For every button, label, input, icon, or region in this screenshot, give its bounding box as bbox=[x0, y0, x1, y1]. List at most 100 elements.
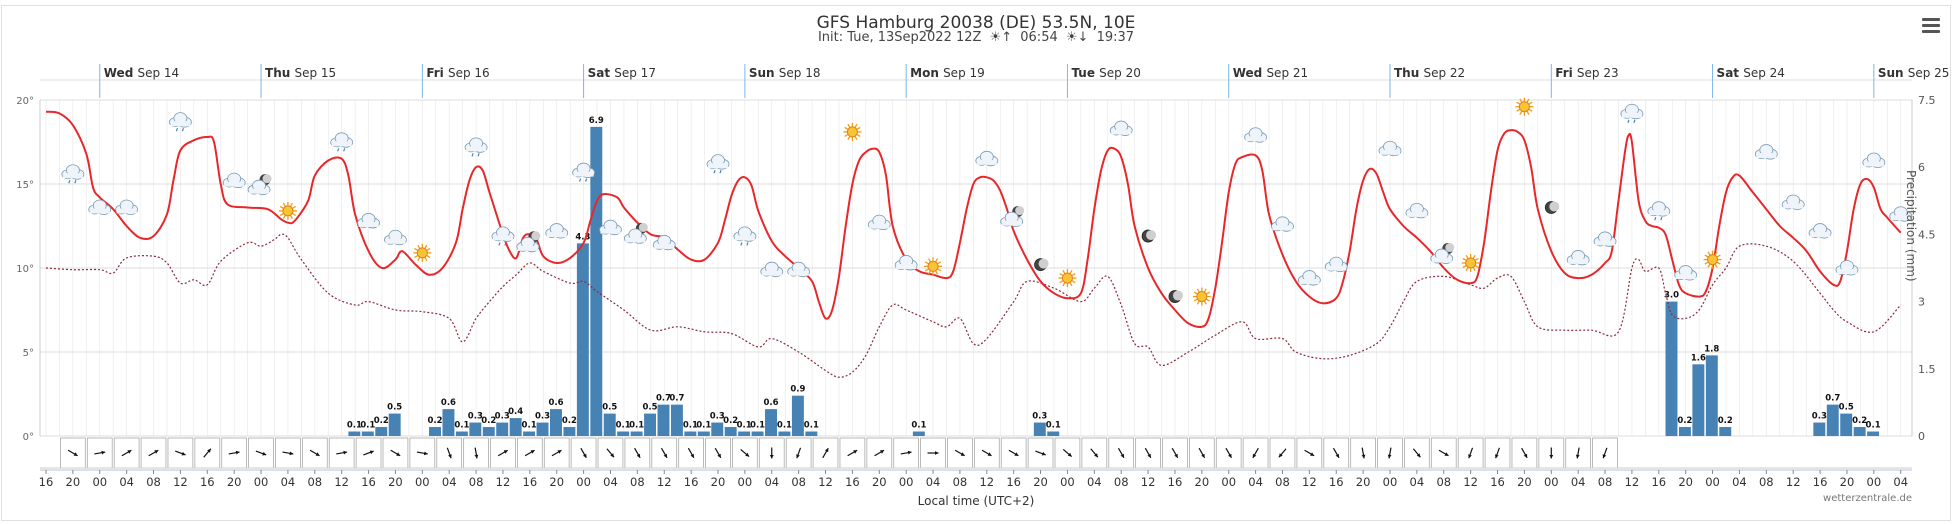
chart-menu-button[interactable] bbox=[1922, 18, 1940, 33]
precip-label: 0.2 bbox=[1677, 416, 1692, 426]
precip-label: 0.2 bbox=[481, 416, 496, 426]
wind-arrow-head bbox=[1067, 452, 1072, 457]
day-label: Mon Sep 19 bbox=[910, 66, 985, 80]
sun-ray bbox=[1519, 98, 1523, 103]
cloud-base bbox=[1001, 220, 1022, 226]
wind-arrow-head bbox=[343, 450, 348, 455]
cloud-base bbox=[708, 163, 728, 169]
day-label-date: Sep 25 bbox=[1908, 66, 1950, 80]
sun-ray bbox=[927, 258, 932, 263]
cloud-icon bbox=[1889, 206, 1913, 222]
y-tick-label: 20° bbox=[16, 96, 34, 107]
wind-arrow-head bbox=[1523, 453, 1528, 458]
rain-drop bbox=[746, 242, 749, 246]
cloud-icon bbox=[357, 213, 380, 229]
cloud-base bbox=[1836, 269, 1857, 274]
sun-ray bbox=[1707, 263, 1711, 268]
cloud-icon bbox=[599, 219, 622, 236]
sun-ray bbox=[1193, 291, 1198, 295]
x-tick-label: 00 bbox=[1867, 475, 1882, 489]
moon-shade bbox=[1172, 290, 1183, 301]
sun-disc bbox=[282, 205, 294, 217]
precip-label: 0.1 bbox=[911, 421, 926, 431]
x-tick-label: 20 bbox=[549, 475, 564, 489]
wind-arrow-head bbox=[1041, 451, 1046, 456]
precip-bar bbox=[1705, 355, 1718, 436]
sun-ray bbox=[1704, 261, 1709, 265]
day-label-date: Sep 24 bbox=[1743, 66, 1785, 80]
precip-bar bbox=[1033, 422, 1046, 436]
x-tick-label: 04 bbox=[119, 475, 134, 489]
sun-ray bbox=[1069, 282, 1073, 287]
sun-ray bbox=[417, 244, 421, 249]
wind-arrow-head bbox=[769, 455, 774, 459]
rain-cloud-icon bbox=[61, 164, 85, 184]
wind-arrow-head bbox=[610, 453, 614, 458]
precip-bar bbox=[912, 431, 925, 436]
sun-icon bbox=[1058, 269, 1077, 288]
day-label-date: Sep 23 bbox=[1577, 66, 1619, 80]
precip-label: 0.1 bbox=[629, 421, 644, 431]
cloud-base bbox=[625, 237, 646, 243]
x-tick-label: 04 bbox=[1571, 475, 1586, 489]
credit-label: wetterzentrale.de bbox=[1823, 493, 1912, 504]
sun-disc bbox=[1707, 254, 1719, 266]
x-tick-label: 04 bbox=[603, 475, 618, 489]
sunset-time: 19:37 bbox=[1096, 30, 1135, 45]
precip-label: 1.6 bbox=[1691, 353, 1706, 363]
rain-drop bbox=[68, 180, 71, 184]
cloud-base bbox=[1890, 215, 1911, 221]
precip-bar bbox=[805, 431, 818, 436]
x-tick-label: 00 bbox=[1544, 475, 1559, 489]
cloud-base bbox=[517, 245, 538, 251]
wind-arrow-head bbox=[1444, 452, 1449, 456]
cloud-icon bbox=[867, 214, 891, 231]
y-right-tick-label: 4.5 bbox=[1918, 228, 1936, 241]
precip-bar bbox=[670, 404, 683, 436]
sun-icon bbox=[1461, 253, 1480, 272]
x-tick-label: 12 bbox=[1302, 475, 1317, 489]
rain-drop bbox=[477, 153, 480, 157]
wind-arrow-head bbox=[987, 452, 992, 456]
cloud-base bbox=[1756, 153, 1777, 159]
cloud-base bbox=[466, 146, 487, 152]
precip-bar bbox=[684, 431, 697, 436]
sun-disc bbox=[1061, 272, 1073, 284]
precip-label: 0.3 bbox=[468, 412, 483, 422]
day-label: Wed Sep 21 bbox=[1233, 66, 1308, 80]
day-label: Sat Sep 17 bbox=[588, 66, 656, 80]
precip-bar bbox=[1826, 404, 1839, 436]
precip-bar bbox=[550, 409, 562, 436]
wind-arrow-head bbox=[745, 452, 750, 457]
sun-ray bbox=[282, 214, 286, 219]
cloud-icon bbox=[1862, 152, 1886, 168]
wind-arrow-head bbox=[663, 453, 667, 458]
wind-arrow-head bbox=[1495, 454, 1499, 459]
wind-arrow-head bbox=[1228, 453, 1232, 458]
x-tick-label: 12 bbox=[657, 475, 672, 489]
sun-ray bbox=[1193, 298, 1198, 302]
x-tick-label: 20 bbox=[1517, 475, 1532, 489]
precip-bar bbox=[603, 413, 616, 436]
precip-bar bbox=[375, 427, 388, 436]
moon-shade bbox=[262, 174, 272, 184]
precip-bar bbox=[1665, 301, 1678, 436]
precip-label: 6.9 bbox=[589, 116, 604, 126]
x-tick-label: 16 bbox=[1651, 475, 1666, 489]
cloud-base bbox=[492, 235, 513, 241]
wind-arrow-head bbox=[796, 454, 800, 459]
precip-bar bbox=[1867, 431, 1880, 436]
precip-label: 0.7 bbox=[656, 394, 671, 404]
x-tick-label: 08 bbox=[1436, 475, 1451, 489]
sun-ray bbox=[1059, 280, 1064, 284]
cloud-base bbox=[1783, 203, 1804, 209]
x-tick-label: 00 bbox=[738, 475, 753, 489]
precip-label: 0.5 bbox=[387, 403, 402, 413]
x-tick-label: 16 bbox=[523, 475, 538, 489]
precip-label: 0.1 bbox=[696, 421, 711, 431]
sun-ray bbox=[1528, 101, 1533, 105]
x-tick-label: 20 bbox=[227, 475, 242, 489]
rain-drop bbox=[74, 180, 77, 184]
precip-bar bbox=[697, 431, 710, 436]
precip-bar bbox=[509, 418, 522, 436]
